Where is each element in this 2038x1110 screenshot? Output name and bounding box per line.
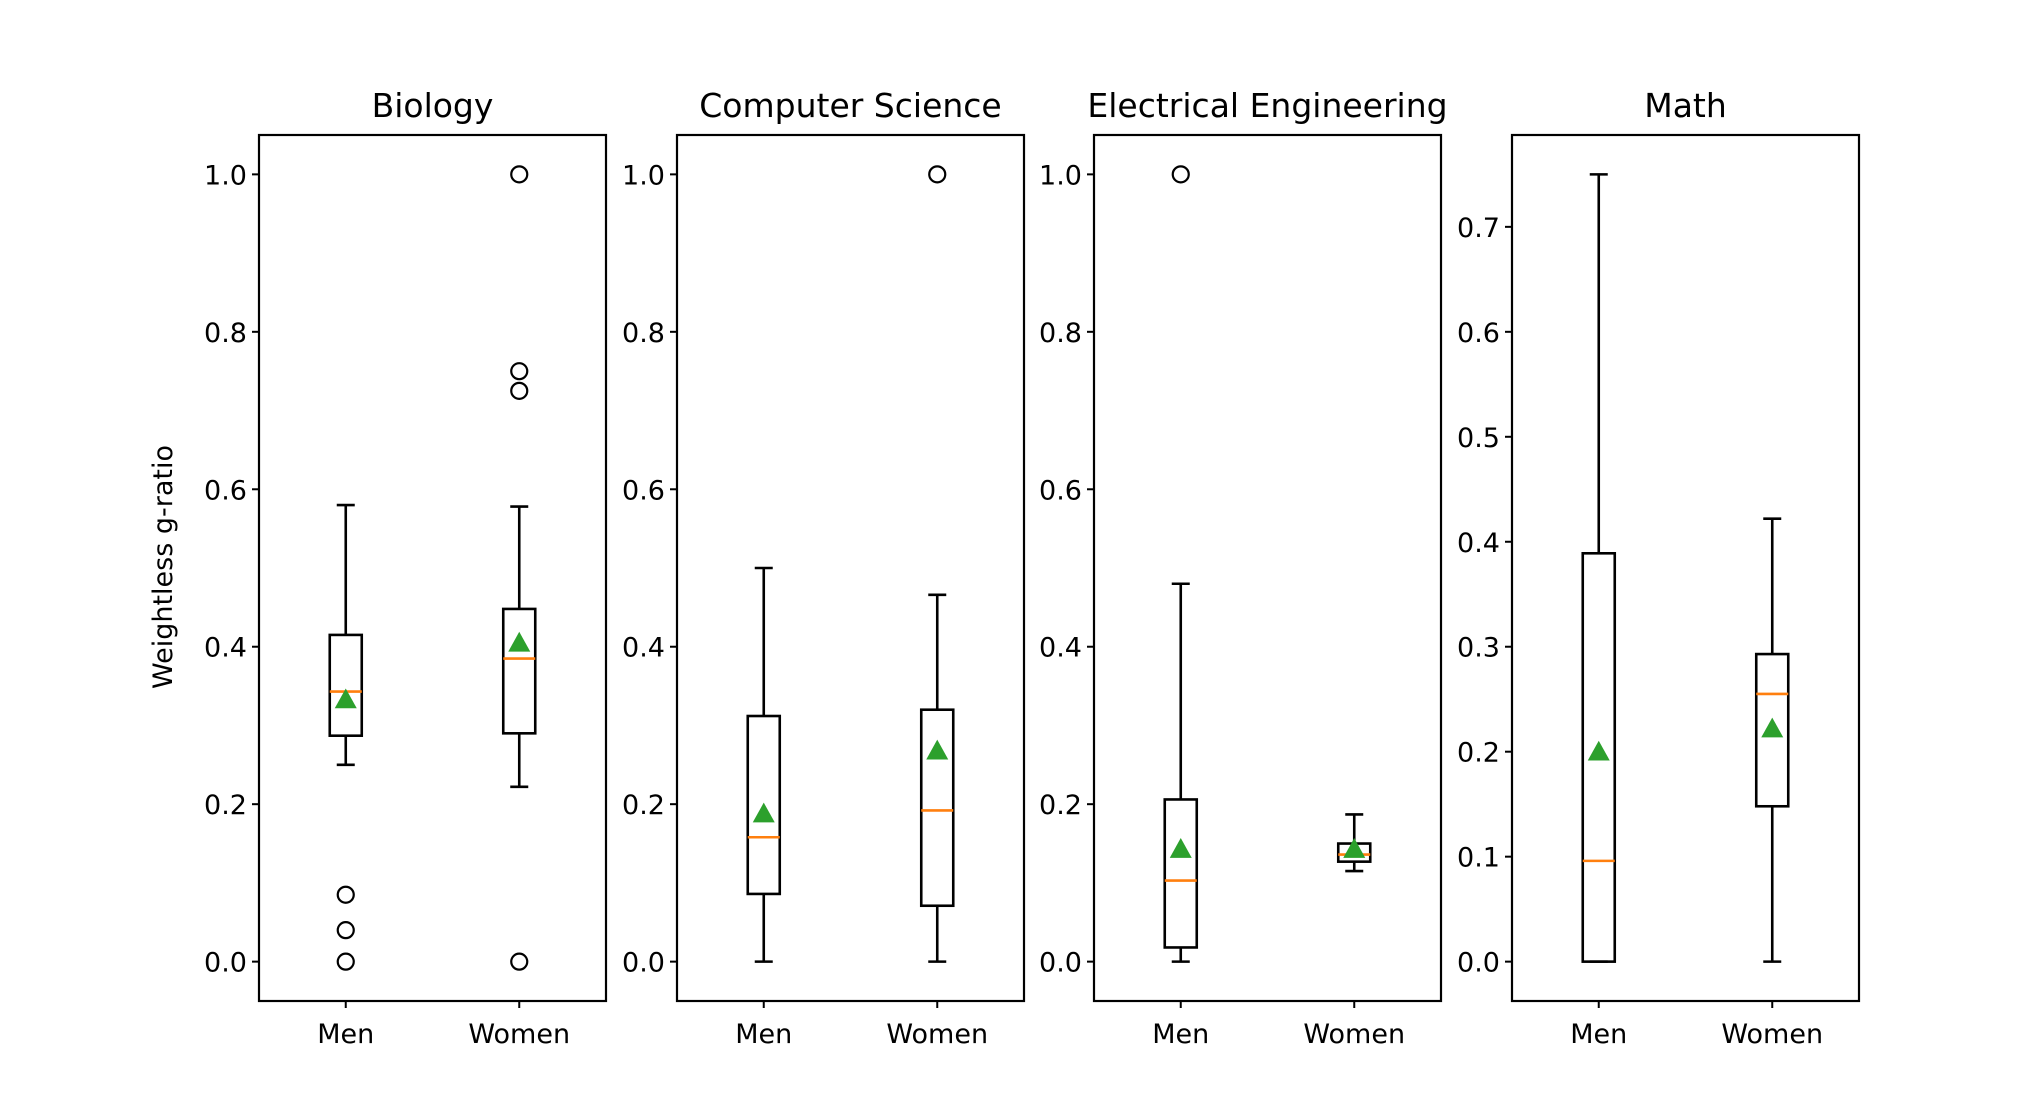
iqr-box xyxy=(1754,652,1790,808)
x-tick-label: Men xyxy=(317,1019,374,1050)
outlier-point xyxy=(1171,165,1190,184)
outlier-point xyxy=(336,952,355,971)
y-tick-label: 1.0 xyxy=(622,160,665,191)
y-tick-label: 0.2 xyxy=(204,790,247,821)
y-tick-label: 0.4 xyxy=(622,633,665,664)
y-tick-label: 0.2 xyxy=(622,790,665,821)
mean-marker xyxy=(334,688,357,709)
y-axis-label: Weightless g-ratio xyxy=(148,445,179,689)
x-tick-label: Women xyxy=(468,1019,570,1050)
box-men xyxy=(1581,173,1617,963)
box-women xyxy=(1336,813,1372,873)
mean-marker xyxy=(926,739,949,760)
y-tick-label: 0.3 xyxy=(1457,633,1500,664)
outlier-point xyxy=(336,885,355,904)
mean-marker xyxy=(752,802,775,823)
mean-marker xyxy=(1169,838,1192,858)
iqr-box xyxy=(919,708,955,908)
x-tick-label: Women xyxy=(1303,1019,1405,1050)
panel: Biology 0.0 0.2 0.4 0.6 0.8 1.0 Men Women xyxy=(204,86,608,1050)
panel-frame xyxy=(1510,133,1861,1003)
y-tick-label: 0.6 xyxy=(1457,318,1500,349)
y-tick-label: 0.0 xyxy=(204,948,247,979)
box-women xyxy=(1754,517,1790,963)
iqr-box xyxy=(501,607,537,735)
outlier-point xyxy=(510,362,529,381)
y-tick-label: 0.2 xyxy=(1457,738,1500,769)
mean-marker xyxy=(1343,838,1366,858)
panel-title: Biology xyxy=(372,86,494,125)
y-tick-label: 0.6 xyxy=(204,475,247,506)
y-tick-label: 0.6 xyxy=(622,475,665,506)
panel: Electrical Engineering 0.0 0.2 0.4 0.6 0.8 1.0… xyxy=(1039,86,1448,1050)
panel-title: Math xyxy=(1644,86,1727,125)
x-tick-label: Women xyxy=(886,1019,988,1050)
box-women xyxy=(919,165,955,963)
outlier-point xyxy=(510,381,529,400)
y-tick-label: 1.0 xyxy=(1039,160,1082,191)
panel-frame xyxy=(1092,133,1443,1003)
y-tick-label: 0.8 xyxy=(204,318,247,349)
outlier-point xyxy=(510,165,529,184)
mean-marker xyxy=(1761,717,1784,738)
y-tick-label: 0.7 xyxy=(1457,213,1500,244)
iqr-box xyxy=(746,714,782,896)
box-men xyxy=(746,566,782,963)
iqr-box xyxy=(328,633,364,737)
y-tick-label: 0.0 xyxy=(622,948,665,979)
outlier-point xyxy=(510,952,529,971)
outlier-point xyxy=(336,921,355,940)
panel-frame xyxy=(675,133,1026,1003)
y-tick-label: 0.1 xyxy=(1457,843,1500,874)
outlier-point xyxy=(928,165,947,184)
panel: Math 0.0 0.1 0.2 0.3 0.4 0.5 0.6 0.7 Men Women xyxy=(1457,86,1861,1050)
y-tick-label: 0.5 xyxy=(1457,423,1500,454)
mean-marker xyxy=(1587,740,1610,761)
y-tick-label: 0.2 xyxy=(1039,790,1082,821)
panel-title: Electrical Engineering xyxy=(1087,86,1447,125)
box-men xyxy=(1163,165,1199,963)
y-tick-label: 0.0 xyxy=(1457,948,1500,979)
x-tick-label: Men xyxy=(735,1019,792,1050)
y-tick-label: 0.8 xyxy=(1039,318,1082,349)
panel-frame xyxy=(257,133,608,1003)
x-tick-label: Men xyxy=(1152,1019,1209,1050)
y-tick-label: 0.4 xyxy=(204,633,247,664)
panel-title: Computer Science xyxy=(699,86,1001,125)
y-tick-label: 1.0 xyxy=(204,160,247,191)
iqr-box xyxy=(1163,798,1199,949)
panel: Computer Science 0.0 0.2 0.4 0.6 0.8 1.0 Men Wom… xyxy=(622,86,1026,1050)
y-tick-label: 0.8 xyxy=(622,318,665,349)
x-tick-label: Men xyxy=(1570,1019,1627,1050)
y-tick-label: 0.4 xyxy=(1457,528,1500,559)
iqr-box xyxy=(1581,552,1617,963)
x-tick-label: Women xyxy=(1721,1019,1823,1050)
y-tick-label: 0.4 xyxy=(1039,633,1082,664)
mean-marker xyxy=(508,631,531,652)
box-women xyxy=(501,165,537,971)
box-men xyxy=(328,503,364,971)
y-tick-label: 0.6 xyxy=(1039,475,1082,506)
y-tick-label: 0.0 xyxy=(1039,948,1082,979)
